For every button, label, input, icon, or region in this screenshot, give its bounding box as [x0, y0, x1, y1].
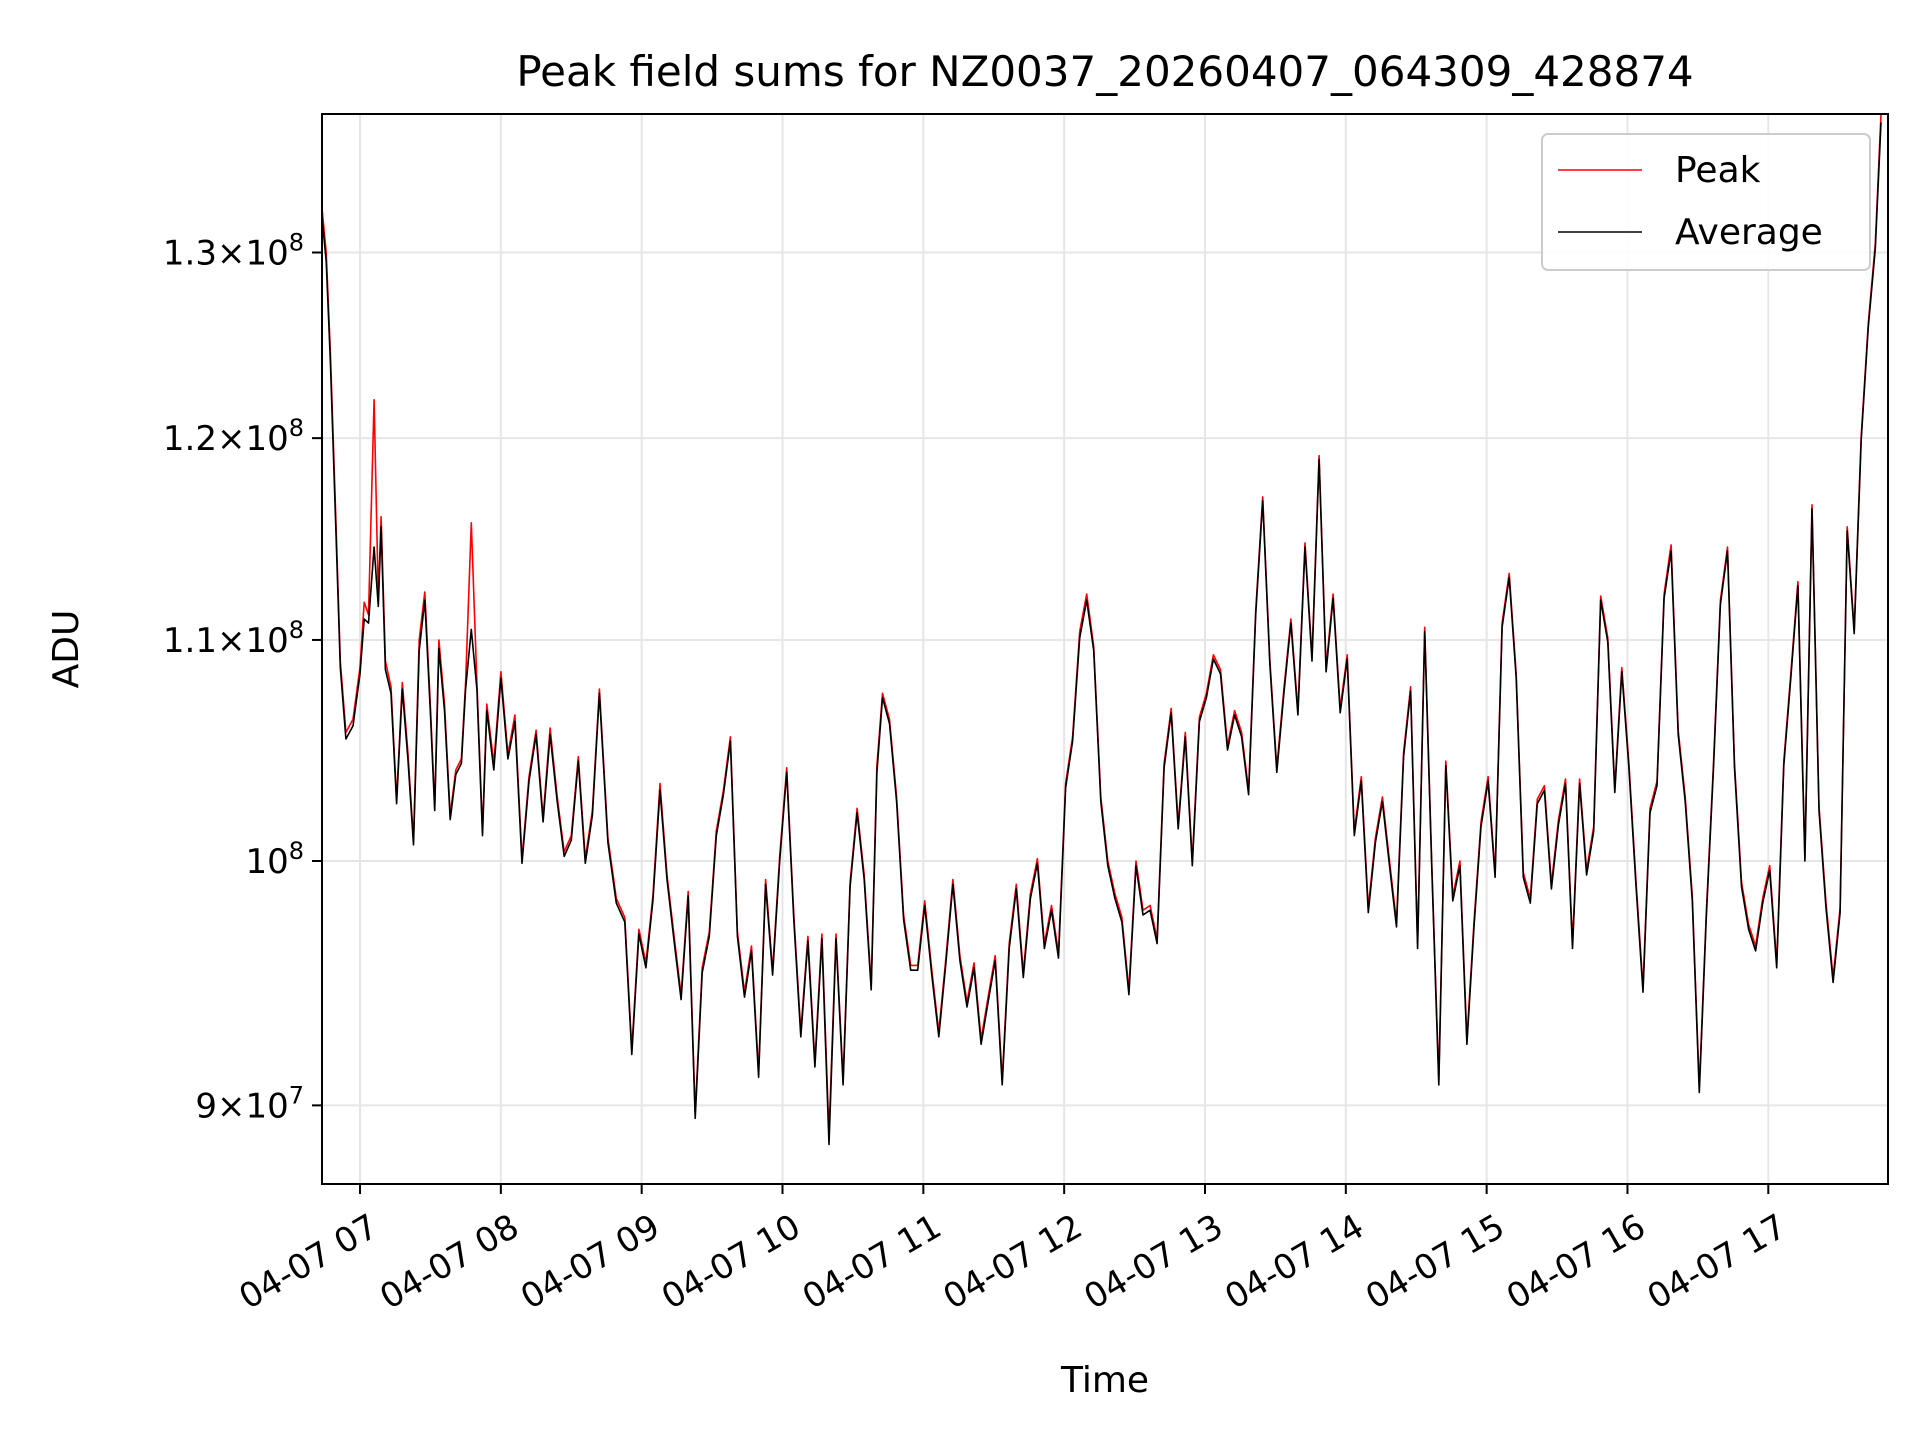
y-tick-label: 108	[245, 837, 304, 882]
y-tick-label: 1.2×108	[163, 414, 304, 459]
plot-frame	[321, 113, 1889, 1185]
legend: Peak Average	[1541, 133, 1871, 271]
y-tick-label: 1.3×108	[163, 229, 304, 274]
y-tick-label: 9×107	[195, 1081, 304, 1126]
y-axis-label: ADU	[46, 610, 87, 689]
legend-label-peak: Peak	[1675, 150, 1761, 191]
legend-label-average: Average	[1675, 212, 1823, 253]
grid	[322, 114, 1888, 1184]
series-line-average	[322, 122, 1882, 1146]
series-layer	[322, 114, 1882, 1146]
chart-title: Peak field sums for NZ0037_20260407_0643…	[516, 47, 1693, 96]
y-tick-label: 1.1×108	[163, 616, 304, 661]
x-axis-label: Time	[1060, 1360, 1149, 1401]
legend-box	[1541, 133, 1871, 271]
y-axis: 9×107 108 1.1×108 1.2×108 1.3×108	[163, 229, 322, 1126]
